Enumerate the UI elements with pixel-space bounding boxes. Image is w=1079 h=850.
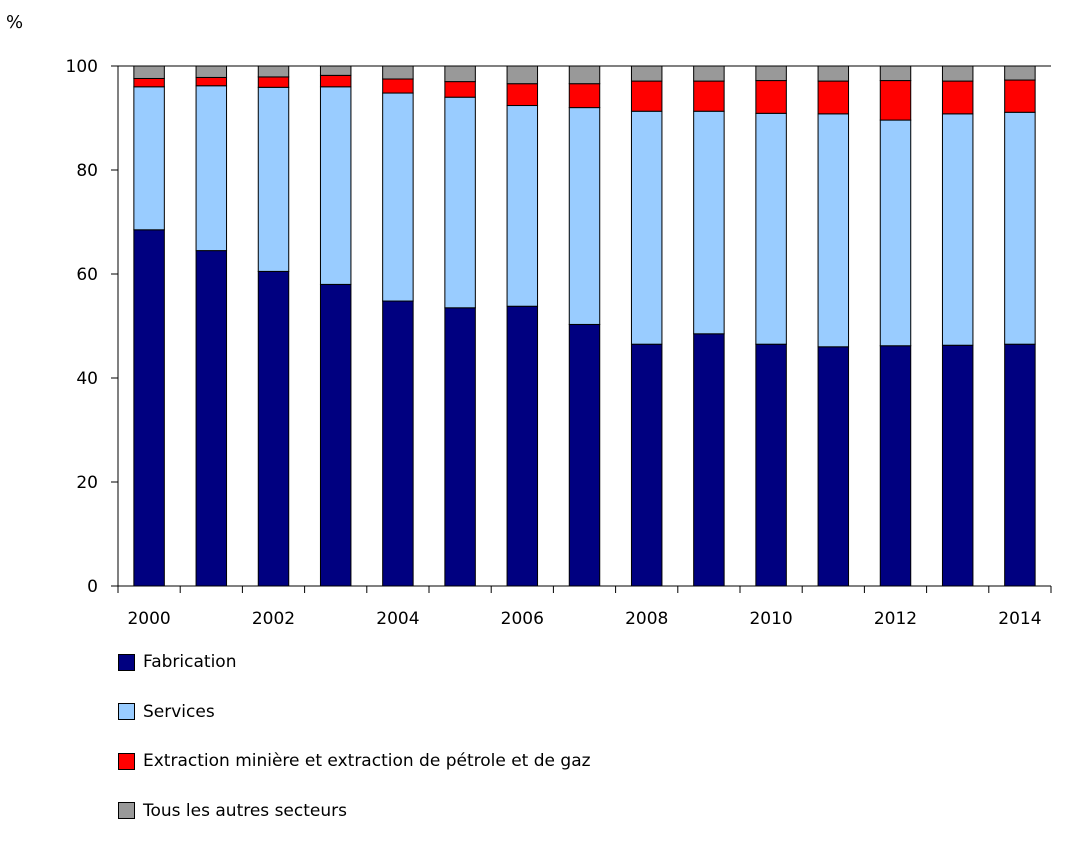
x-tick-label-2002: 2002	[252, 609, 295, 629]
bar-2014-series-1	[1004, 111, 1036, 345]
x-ticks-group: 2000 2002 2004 2006 2008 2010 2012 2014	[117, 586, 1052, 629]
legend-swatch-services	[118, 703, 135, 720]
legend-item-services: Services	[118, 702, 591, 722]
legend-item-fabrication: Fabrication	[118, 652, 591, 672]
bar-2001-series-3	[195, 65, 228, 78]
bar-2012-series-2	[879, 80, 912, 121]
bar-2012-series-1	[879, 119, 912, 347]
bar-2011-series-2	[817, 80, 850, 115]
bar-2007-series-0	[568, 323, 601, 587]
y-tick-label-0: 0	[87, 577, 98, 597]
bar-2000-series-1	[133, 86, 165, 231]
bar-2013-series-0	[941, 344, 974, 587]
bar-2000-series-0	[133, 229, 165, 587]
bar-2011-series-0	[817, 346, 850, 587]
legend-label-extraction: Extraction minière et extraction de pétr…	[143, 751, 591, 771]
bar-2004-series-3	[382, 65, 414, 80]
bar-2002-series-3	[257, 65, 290, 78]
bar-2002-series-2	[257, 76, 290, 88]
bar-2014-series-0	[1004, 343, 1036, 587]
bar-2009-series-2	[693, 80, 725, 112]
bar-2003-series-0	[319, 283, 352, 587]
bar-2007-series-2	[568, 83, 601, 109]
bar-2006-series-1	[506, 105, 539, 307]
bar-2002-series-0	[257, 270, 290, 587]
bar-2013-series-2	[941, 80, 974, 115]
bars-group	[133, 65, 1036, 587]
bar-2002-series-1	[257, 86, 290, 272]
bar-2008-series-3	[630, 65, 663, 82]
legend-label-other-sectors: Tous les autres secteurs	[143, 800, 347, 821]
bar-2001-series-0	[195, 250, 228, 587]
bar-2010-series-3	[755, 65, 787, 82]
y-tick-label-20: 20	[76, 473, 98, 493]
bar-2001-series-2	[195, 76, 228, 87]
legend-item-extraction: Extraction minière et extraction de pétr…	[118, 751, 591, 771]
y-tick-label-80: 80	[76, 161, 98, 181]
legend-swatch-other-sectors	[118, 802, 135, 819]
x-tick-label-2008: 2008	[625, 609, 668, 629]
bar-2006-series-0	[506, 305, 539, 587]
bar-2003-series-1	[319, 86, 352, 285]
bar-2000-series-3	[133, 65, 165, 79]
bar-2005-series-1	[444, 96, 476, 309]
x-tick-label-2010: 2010	[749, 609, 792, 629]
bar-2010-series-1	[755, 112, 787, 345]
bar-2012-series-3	[879, 65, 912, 82]
bar-2013-series-3	[941, 65, 974, 82]
bar-2006-series-3	[506, 65, 539, 85]
y-ticks-group: 0 20 40 60 80 100	[66, 57, 118, 597]
legend-label-fabrication: Fabrication	[143, 652, 237, 672]
y-tick-label-100: 100	[66, 57, 98, 77]
axes-group	[117, 65, 1051, 587]
bar-2014-series-3	[1004, 65, 1036, 81]
bar-2005-series-2	[444, 81, 476, 98]
bar-2009-series-1	[693, 110, 725, 335]
bar-2010-series-0	[755, 343, 787, 587]
x-tick-label-2006: 2006	[501, 609, 544, 629]
x-tick-label-2000: 2000	[127, 609, 170, 629]
bar-2009-series-3	[693, 65, 725, 82]
legend-item-other-sectors: Tous les autres secteurs	[118, 801, 591, 821]
legend-swatch-extraction	[118, 752, 135, 770]
bar-2003-series-2	[319, 74, 352, 88]
bar-2005-series-3	[444, 65, 476, 83]
y-tick-label-60: 60	[76, 265, 98, 285]
y-axis-unit-label: %	[6, 12, 23, 33]
bar-2008-series-0	[630, 343, 663, 587]
bar-2012-series-0	[879, 345, 912, 587]
bar-2008-series-2	[630, 80, 663, 112]
bar-2014-series-2	[1004, 79, 1036, 113]
bar-2004-series-1	[382, 92, 414, 302]
legend-swatch-fabrication	[118, 653, 135, 671]
bar-2013-series-1	[941, 113, 974, 346]
bar-2001-series-1	[195, 85, 228, 252]
legend-label-services: Services	[143, 701, 215, 722]
bar-2007-series-1	[568, 107, 601, 325]
bar-2007-series-3	[568, 65, 601, 85]
bar-2000-series-2	[133, 77, 165, 88]
bar-2010-series-2	[755, 80, 787, 114]
x-tick-label-2004: 2004	[376, 609, 419, 629]
bar-2004-series-2	[382, 78, 414, 94]
bar-2005-series-0	[444, 307, 476, 587]
bar-2004-series-0	[382, 300, 414, 587]
x-tick-label-2012: 2012	[874, 609, 917, 629]
bar-2009-series-0	[693, 333, 725, 587]
bar-2011-series-3	[817, 65, 850, 82]
bar-2011-series-1	[817, 113, 850, 348]
bar-2006-series-2	[506, 83, 539, 107]
x-tick-label-2014: 2014	[998, 609, 1041, 629]
y-tick-label-40: 40	[76, 369, 98, 389]
bar-2003-series-3	[319, 65, 352, 76]
legend: Fabrication Services Extraction minière …	[118, 652, 591, 850]
bar-2008-series-1	[630, 110, 663, 345]
